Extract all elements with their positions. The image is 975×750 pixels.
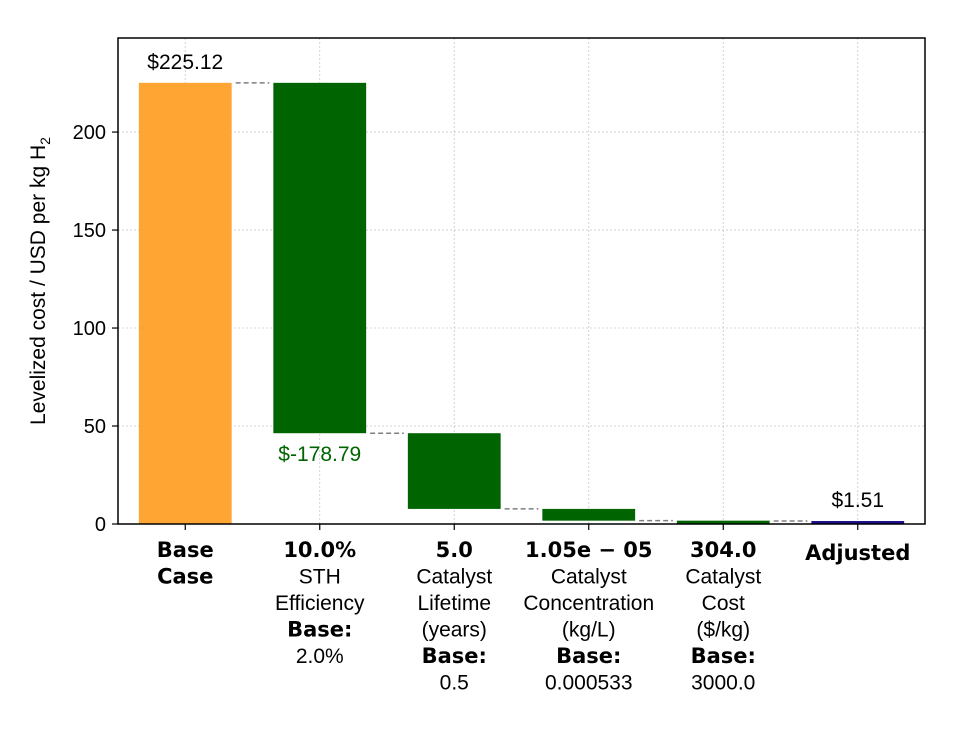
category-label: Catalyst <box>416 566 492 589</box>
category-label-bold: Case <box>157 565 213 589</box>
category-label: Cost <box>702 592 745 615</box>
category-label-bold: Base: <box>691 644 756 668</box>
plot-frame <box>117 37 926 525</box>
category-label: Catalyst <box>551 566 627 589</box>
bars <box>138 82 905 525</box>
category-label: 0.000533 <box>545 672 633 695</box>
y-tick-label: 200 <box>73 122 106 144</box>
category-label: (kg/L) <box>562 619 616 642</box>
category-label: Efficiency <box>275 592 365 615</box>
category-value-label: 10.0% <box>283 538 356 562</box>
connectors <box>235 82 808 522</box>
grid-lines <box>118 38 925 525</box>
y-axis-ticks: 0 50 100 150 200 <box>73 122 859 536</box>
y-tick-label: 50 <box>84 416 106 438</box>
y-axis-label-subscript: 2 <box>37 137 53 145</box>
category-label-bold: Base: <box>287 618 352 642</box>
y-tick-label: 0 <box>95 514 106 536</box>
base-case-bar <box>138 82 232 525</box>
delta-bar <box>407 433 501 509</box>
category-label: Concentration <box>523 592 654 615</box>
y-axis-label-main: Levelized cost / USD per kg H <box>27 145 50 425</box>
category-value-label: 1.05e − 05 <box>525 538 653 562</box>
bar-value-label: $1.51 <box>831 489 884 512</box>
category-value-label: 304.0 <box>690 538 756 562</box>
category-label: 2.0% <box>296 645 344 668</box>
bar-value-label: $-178.79 <box>278 443 361 466</box>
y-tick-label: 100 <box>73 318 106 340</box>
category-label-bold: Base <box>157 538 214 562</box>
x-axis-categories: Base Case 10.0% STH Efficiency Base: 2.0% 5.0 Ca… <box>157 538 911 695</box>
bar-labels: $225.12 $-178.79 $1.51 <box>147 51 884 512</box>
delta-bar <box>676 520 770 524</box>
y-axis-label: Levelized cost / USD per kg H2 <box>27 137 53 425</box>
category-label: 0.5 <box>440 672 469 695</box>
category-label: (years) <box>422 619 487 642</box>
delta-bar <box>273 82 367 434</box>
bar-value-label: $225.12 <box>147 51 223 74</box>
category-label: Lifetime <box>417 592 491 615</box>
adjusted-bar <box>811 521 905 525</box>
category-label: Catalyst <box>685 566 761 589</box>
category-label: ($/kg) <box>696 619 750 642</box>
y-tick-label: 150 <box>73 220 106 242</box>
category-label: STH <box>299 566 341 589</box>
category-value-label: 5.0 <box>436 538 473 562</box>
category-label-bold: Base: <box>556 644 621 668</box>
category-label-bold: Adjusted <box>805 541 910 565</box>
delta-bar <box>542 508 636 521</box>
category-label-bold: Base: <box>422 644 487 668</box>
category-label: 3000.0 <box>691 672 755 695</box>
